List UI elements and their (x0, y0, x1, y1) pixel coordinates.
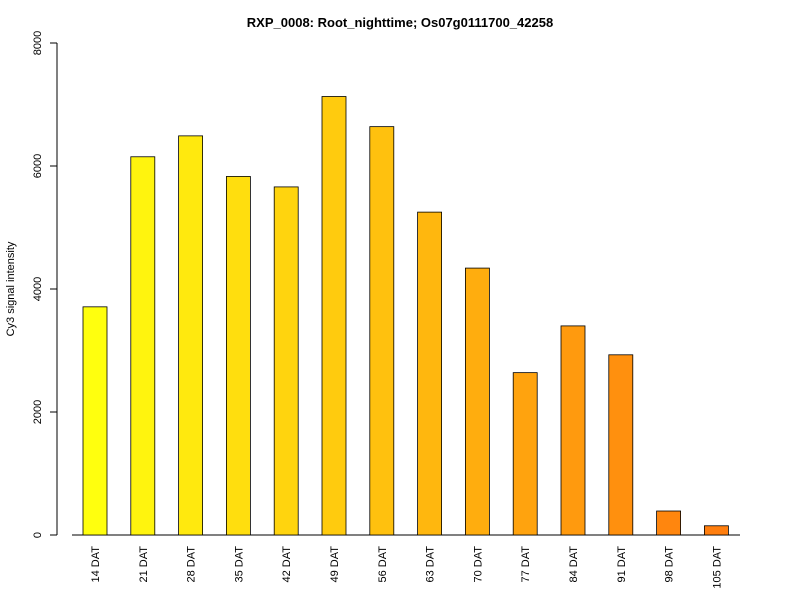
y-tick-label: 0 (32, 532, 44, 538)
bar (225, 176, 251, 536)
y-tick-label: 2000 (32, 400, 44, 424)
x-tick-label: 105 DAT (711, 546, 723, 589)
x-tick-label: 14 DAT (90, 546, 102, 583)
bar (656, 510, 681, 536)
bars-group (82, 96, 729, 536)
y-tick-label: 6000 (32, 154, 44, 178)
x-tick-label: 63 DAT (425, 546, 437, 583)
bar (608, 354, 634, 536)
bar (417, 211, 443, 536)
x-tick-label: 77 DAT (520, 546, 532, 583)
x-axis: 14 DAT 21 DAT 28 DAT 35 DAT 42 DAT 49 DAT 56 D… (72, 534, 740, 589)
y-axis: 0 2000 4000 6000 8000 (32, 31, 58, 538)
chart-title: RXP_0008: Root_nighttime; Os07g0111700_4… (247, 15, 553, 30)
bar (321, 96, 347, 536)
bar (178, 135, 204, 536)
y-axis-label: Cy3 signal intensity (5, 241, 17, 336)
x-tick-label: 98 DAT (664, 546, 676, 583)
bar (130, 156, 156, 536)
y-tick-label: 8000 (32, 31, 44, 55)
x-tick-label: 35 DAT (233, 546, 245, 583)
x-tick-label: 56 DAT (377, 546, 389, 583)
bar (273, 186, 299, 536)
x-tick-label: 70 DAT (472, 546, 484, 583)
bar (512, 372, 538, 536)
y-tick-label: 4000 (32, 277, 44, 301)
x-tick-label: 28 DAT (186, 546, 198, 583)
x-tick-label: 84 DAT (568, 546, 580, 583)
x-tick-label: 42 DAT (281, 546, 293, 583)
bar (82, 306, 108, 536)
bar (560, 325, 586, 536)
bar (704, 525, 729, 536)
x-tick-label: 49 DAT (329, 546, 341, 583)
bar (464, 267, 490, 536)
bar (369, 126, 395, 536)
x-tick-label: 91 DAT (616, 546, 628, 583)
x-tick-label: 21 DAT (138, 546, 150, 583)
